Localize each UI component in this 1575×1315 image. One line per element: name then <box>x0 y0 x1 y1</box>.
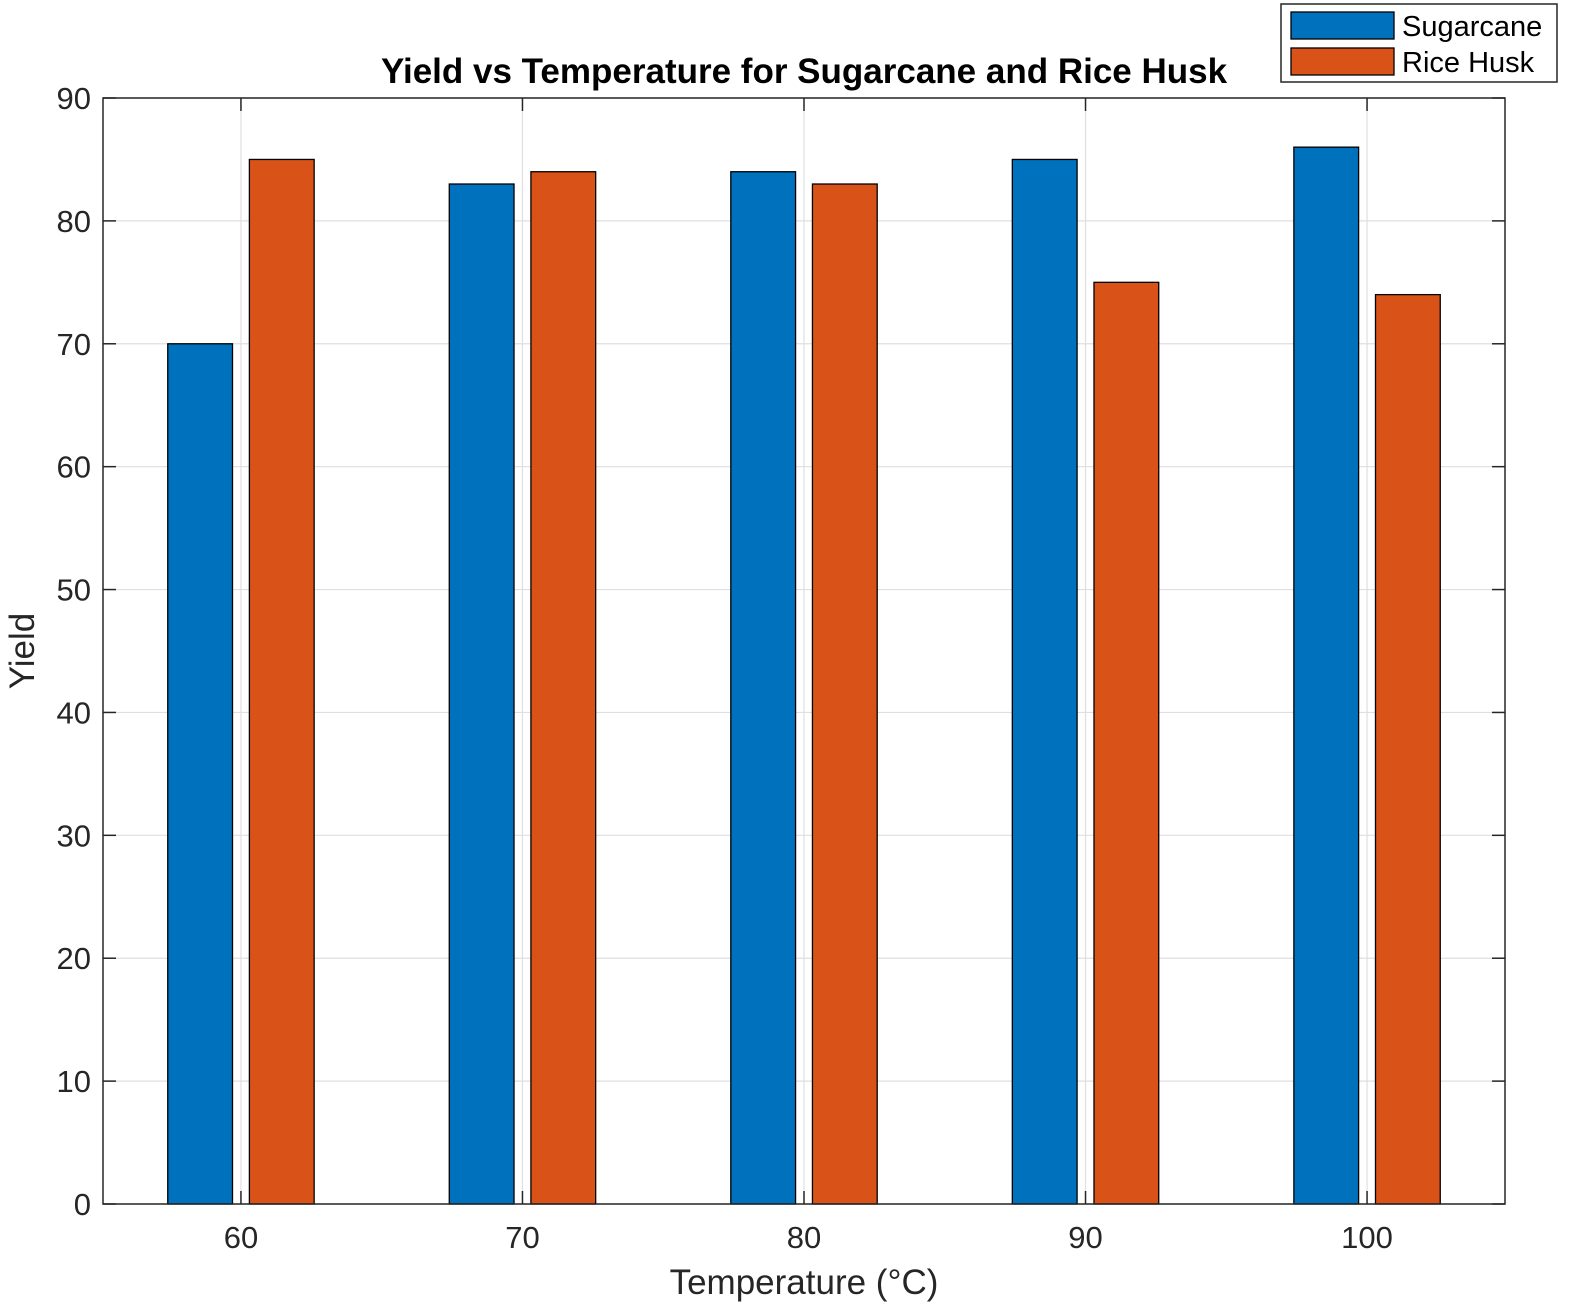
legend-swatch <box>1290 11 1395 40</box>
y-tick-label: 30 <box>57 818 91 853</box>
y-tick-label: 40 <box>57 695 91 730</box>
y-tick-label: 80 <box>57 204 91 239</box>
bar-sugarcane <box>448 183 515 1205</box>
x-tick-label: 60 <box>224 1220 258 1255</box>
legend: Sugarcane Rice Husk <box>1280 3 1558 83</box>
y-axis-title: Yield <box>3 613 42 690</box>
bar-rice-husk <box>1374 293 1441 1205</box>
bar-rice-husk <box>811 183 878 1205</box>
bar-rice-husk <box>248 158 315 1205</box>
bars <box>167 146 1441 1205</box>
x-tick-label: 80 <box>787 1220 821 1255</box>
x-tick-label: 70 <box>505 1220 539 1255</box>
y-tick-label: 50 <box>57 573 91 608</box>
bar-sugarcane <box>730 171 797 1205</box>
y-tick-label: 20 <box>57 941 91 976</box>
bar-sugarcane <box>1293 146 1360 1205</box>
legend-swatch <box>1290 47 1395 76</box>
legend-label: Rice Husk <box>1402 47 1535 79</box>
legend-label: Sugarcane <box>1402 11 1542 43</box>
bar-sugarcane <box>1011 158 1078 1205</box>
y-tick-label: 60 <box>57 450 91 485</box>
y-tick-label: 0 <box>74 1187 91 1222</box>
y-tick-label: 90 <box>57 81 91 116</box>
bar-rice-husk <box>1093 281 1160 1205</box>
grid-lines <box>103 97 1505 1205</box>
bar-sugarcane <box>167 343 234 1205</box>
axis-ticks: 0 10 20 30 40 50 60 70 80 90 60 70 80 90 100 <box>57 81 1505 1255</box>
y-tick-label: 70 <box>57 327 91 362</box>
x-tick-label: 100 <box>1341 1220 1393 1255</box>
bar-rice-husk <box>530 171 597 1205</box>
x-tick-label: 90 <box>1068 1220 1102 1255</box>
y-tick-label: 10 <box>57 1064 91 1099</box>
x-axis-title: Temperature (°C) <box>670 1263 939 1302</box>
chart-title: Yield vs Temperature for Sugarcane and R… <box>381 52 1228 91</box>
